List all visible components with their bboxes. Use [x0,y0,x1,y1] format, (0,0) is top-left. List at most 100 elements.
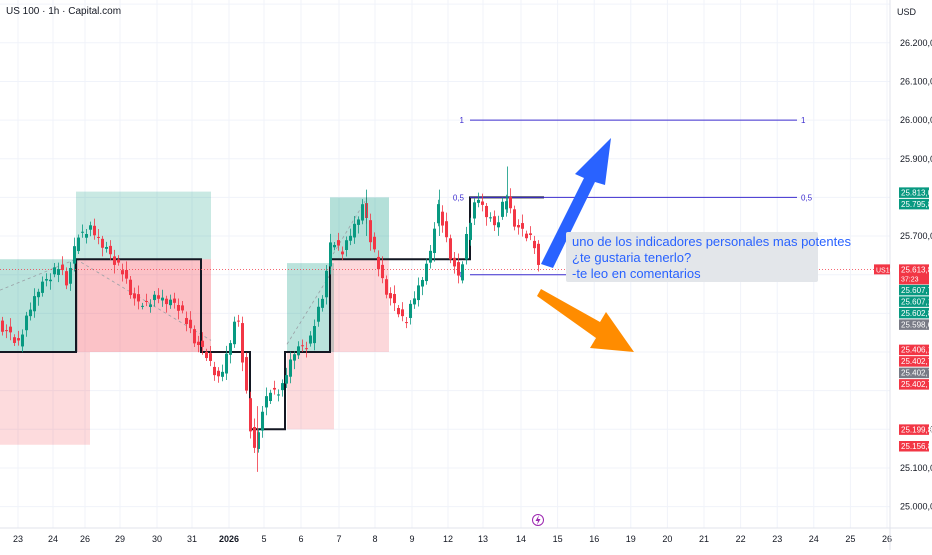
zone-diagonal [286,274,331,345]
x-tick-label: 20 [662,534,672,544]
price-tag-bg [899,284,929,296]
price-tag-bg [899,198,929,210]
candle-body [449,238,452,260]
candle-body [105,246,108,249]
x-tick-label: 2026 [219,534,239,544]
price-tag-value: 25.613,8 [901,265,932,274]
candle-body [17,338,20,341]
x-tick-label: 22 [736,534,746,544]
candle-body [237,320,240,322]
signal-zone [76,259,211,352]
candle-body [421,279,424,287]
candle-body [381,264,384,279]
x-tick-label: 26 [882,534,892,544]
y-tick-label: 25.000,0 [900,502,932,512]
signal-zone [76,191,211,260]
candle-body [357,219,360,225]
price-tag-bg [899,296,929,307]
candle-body [65,271,68,286]
x-tick-label: 26 [80,534,90,544]
candle-body [41,281,44,293]
candle-body [409,303,412,318]
candle-body [377,256,380,270]
y-tick-label: 25.900,0 [900,154,932,164]
x-tick-label: 15 [553,534,563,544]
candle-body [245,357,248,391]
candle-body [149,304,152,308]
signal-zone [330,259,389,352]
candle-body [277,394,280,396]
zone-diagonal [75,258,212,341]
annotation-line-2: ¿te gustaria tenerlo? [572,250,692,265]
candle-body [369,220,372,243]
price-tag-symbol-bg [874,264,890,275]
x-tick-label: 12 [443,534,453,544]
candle-body [121,270,124,275]
candle-body [97,236,100,238]
candle-body [477,199,480,203]
candle-body [181,305,184,311]
price-tag-bg [899,379,929,390]
price-tag-bg [899,440,929,452]
candle-body [525,233,528,239]
candle-body [393,293,396,304]
candle-body [385,279,388,295]
zone-diagonal [329,201,366,260]
currency-label[interactable]: USD [896,7,916,17]
candle-body [21,334,24,347]
candle-body [221,371,224,377]
candle-body [233,321,236,345]
candle-body [281,383,284,391]
candle-body [229,343,232,355]
price-tag-value: 25.607,7 [901,286,932,295]
y-tick-label: 26.000,0 [900,115,932,125]
candle-body [405,322,408,324]
candle-body [445,221,448,238]
x-tick-label: 8 [372,534,377,544]
candle-body [465,234,468,260]
candle-body [13,337,16,343]
annotation-text-box[interactable]: uno de los indicadores personales mas po… [566,232,851,282]
down-arrow[interactable] [537,289,634,352]
x-tick-label: 21 [699,534,709,544]
candle-body [397,307,400,315]
candle-body [45,279,48,281]
x-tick-label: 13 [478,534,488,544]
candle-body [425,263,428,282]
candle-body [249,398,252,432]
candle-body [165,298,168,305]
price-tag-bg [899,344,929,356]
candle-body [329,242,332,267]
candle-body [73,246,76,264]
candle-body [201,340,204,347]
price-tag-symbol: US100 [876,267,898,274]
candle-body [213,366,216,376]
candle-body [5,330,8,332]
candle-body [293,354,296,361]
price-tag-value: 25.813,0 [901,188,932,197]
candle-body [521,223,524,229]
candle-body [341,251,344,255]
price-tag-value: 25.199,8 [901,425,932,434]
up-arrow[interactable] [541,138,611,268]
x-tick-label: 31 [187,534,197,544]
price-tag-value: 25.402,7 [901,380,932,389]
candle-body [337,240,340,246]
candle-body [197,341,200,346]
candle-body [497,222,500,228]
candle-body [141,305,144,307]
price-tag-value: 25.602,8 [901,309,932,318]
signal-zone [287,352,334,430]
candle-body [57,269,60,275]
candle-body [321,298,324,308]
fib-level-label-left: 1 [460,116,465,125]
candle-body [1,320,4,332]
candle-body [389,293,392,299]
x-tick-label: 16 [589,534,599,544]
price-tag-bg [899,307,929,319]
y-tick-label: 26.200,0 [900,38,932,48]
x-tick-label: 9 [409,534,414,544]
signal-step-line [0,196,544,431]
candle-body [117,259,120,263]
